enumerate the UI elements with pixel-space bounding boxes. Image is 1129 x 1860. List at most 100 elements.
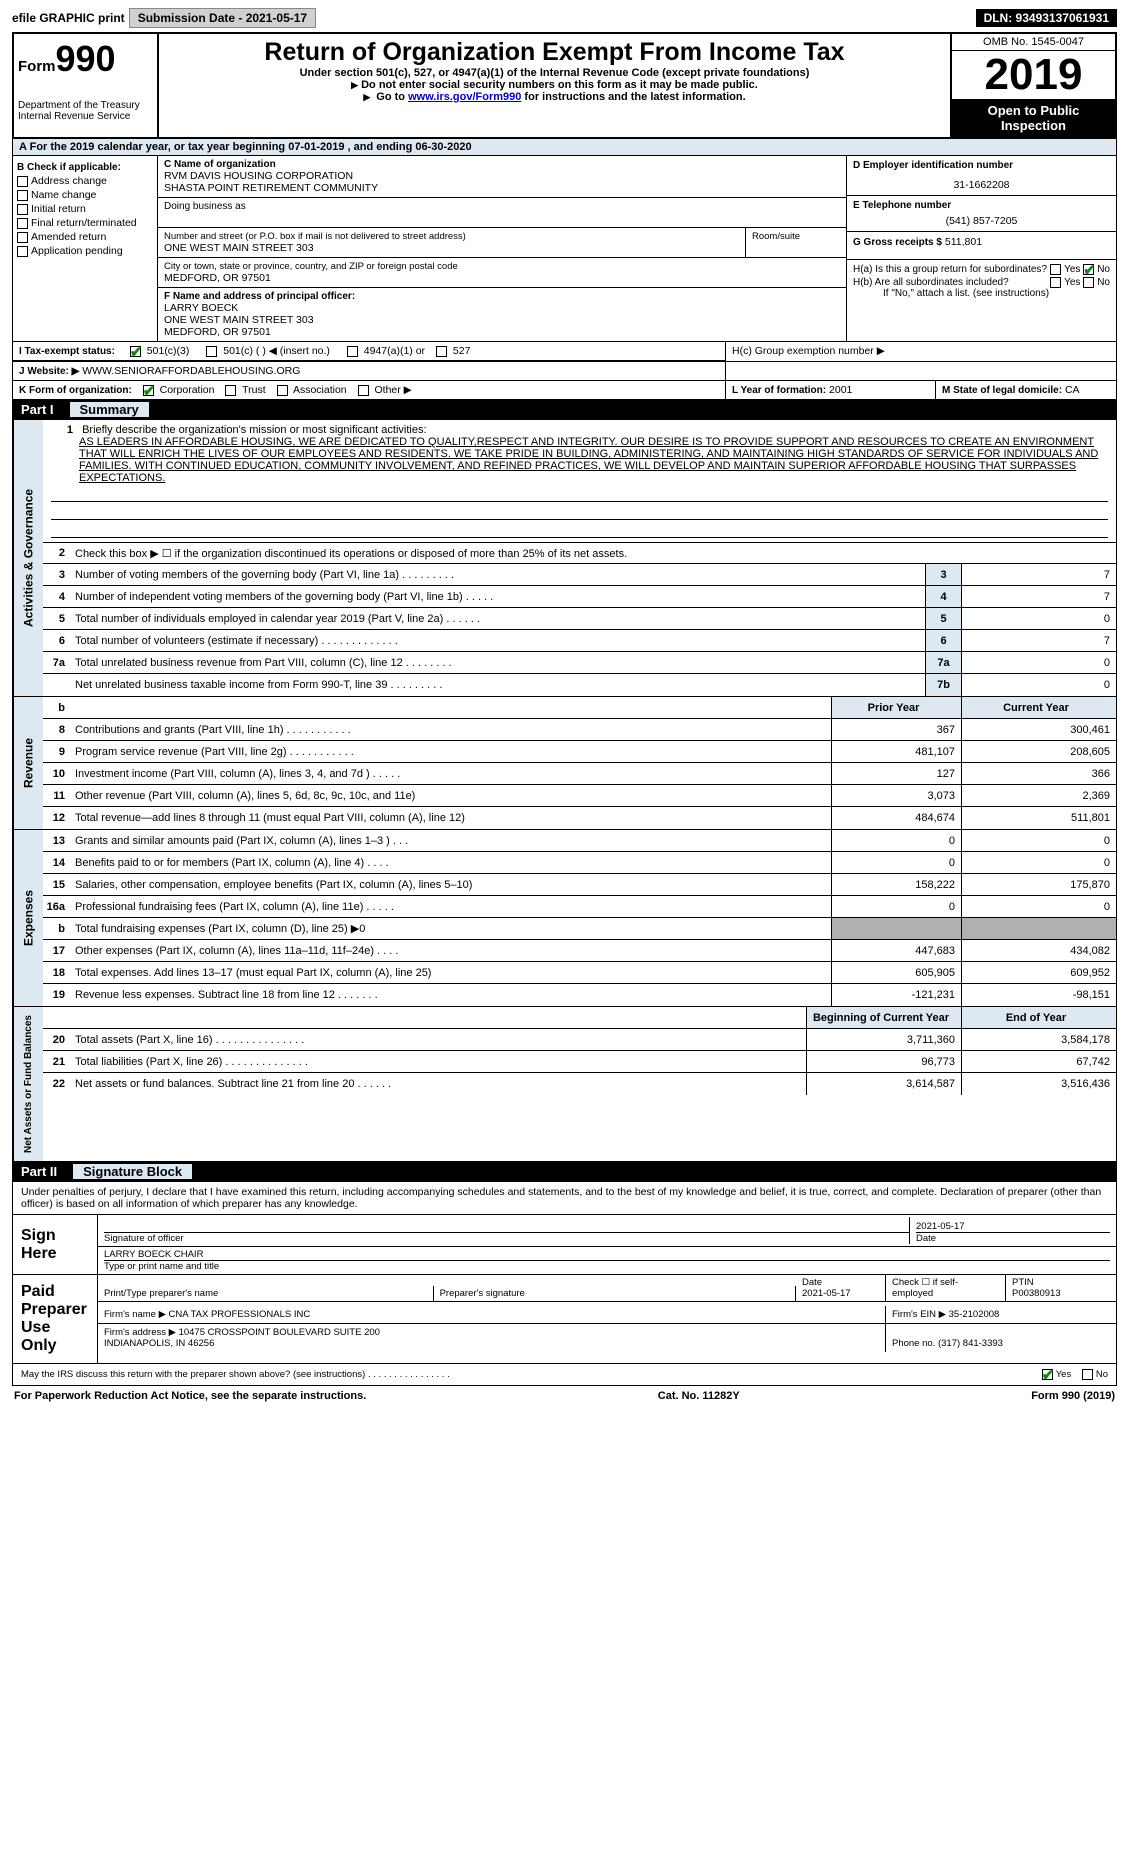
address-change-checkbox[interactable] <box>17 176 28 187</box>
net-assets-tab: Net Assets or Fund Balances <box>13 1007 43 1161</box>
sig-date: 2021-05-17 <box>916 1221 1110 1233</box>
revenue-section: Revenue bPrior YearCurrent Year 8Contrib… <box>12 697 1117 830</box>
tax-year: 2019 <box>952 51 1115 99</box>
assoc-checkbox[interactable] <box>277 385 288 396</box>
table-row: 4Number of independent voting members of… <box>43 586 1116 608</box>
paid-preparer-label: PaidPreparerUse Only <box>13 1275 98 1363</box>
table-row: 7aTotal unrelated business revenue from … <box>43 652 1116 674</box>
discuss-yes-checkbox[interactable] <box>1042 1369 1053 1380</box>
part-i-bar: Part ISummary <box>12 400 1117 420</box>
submission-date-button[interactable]: Submission Date - 2021-05-17 <box>129 8 316 28</box>
table-row: 6Total number of volunteers (estimate if… <box>43 630 1116 652</box>
ha-yes-checkbox[interactable] <box>1050 264 1061 275</box>
row-k-l-m: K Form of organization: Corporation Trus… <box>12 381 1117 400</box>
website-value: WWW.SENIORAFFORDABLEHOUSING.ORG <box>82 365 300 377</box>
perjury-statement: Under penalties of perjury, I declare th… <box>13 1182 1116 1214</box>
irs-link[interactable]: www.irs.gov/Form990 <box>408 91 521 103</box>
omb-number: OMB No. 1545-0047 <box>952 34 1115 51</box>
officer-name-title: LARRY BOECK CHAIR <box>104 1249 1110 1261</box>
officer-name: LARRY BOECK <box>164 302 840 314</box>
section-b: B Check if applicable: Address change Na… <box>13 156 158 341</box>
table-row: 5Total number of individuals employed in… <box>43 608 1116 630</box>
section-a: A For the 2019 calendar year, or tax yea… <box>12 139 1117 156</box>
501c3-checkbox[interactable] <box>130 346 141 357</box>
officer-city: MEDFORD, OR 97501 <box>164 326 840 338</box>
state-domicile: CA <box>1065 384 1080 396</box>
year-formation: 2001 <box>829 384 852 396</box>
revenue-tab: Revenue <box>13 697 43 829</box>
table-row: 11Other revenue (Part VIII, column (A), … <box>43 785 1116 807</box>
table-row: 15Salaries, other compensation, employee… <box>43 874 1116 896</box>
dln-label: DLN: 93493137061931 <box>976 9 1117 27</box>
527-checkbox[interactable] <box>436 346 447 357</box>
form-title: Return of Organization Exempt From Incom… <box>163 38 946 67</box>
table-row: 13Grants and similar amounts paid (Part … <box>43 830 1116 852</box>
section-c: C Name of organization RVM DAVIS HOUSING… <box>158 156 846 341</box>
subtitle-1: Under section 501(c), 527, or 4947(a)(1)… <box>163 67 946 79</box>
org-name-1: RVM DAVIS HOUSING CORPORATION <box>164 170 840 182</box>
amended-return-checkbox[interactable] <box>17 232 28 243</box>
sign-here-label: SignHere <box>13 1215 98 1274</box>
table-row: 17Other expenses (Part IX, column (A), l… <box>43 940 1116 962</box>
initial-return-checkbox[interactable] <box>17 204 28 215</box>
table-row: 19Revenue less expenses. Subtract line 1… <box>43 984 1116 1006</box>
dept-label: Department of the Treasury Internal Reve… <box>18 100 153 122</box>
expenses-section: Expenses 13Grants and similar amounts pa… <box>12 830 1117 1007</box>
open-public: Open to Public Inspection <box>952 99 1115 137</box>
gross-receipts-value: 511,801 <box>945 236 982 248</box>
city-state-zip: MEDFORD, OR 97501 <box>164 272 840 284</box>
phone-value: (541) 857-7205 <box>853 215 1110 227</box>
501c-checkbox[interactable] <box>206 346 217 357</box>
form-number: 990 <box>56 38 116 79</box>
trust-checkbox[interactable] <box>225 385 236 396</box>
table-row: 22Net assets or fund balances. Subtract … <box>43 1073 1116 1095</box>
app-pending-checkbox[interactable] <box>17 246 28 257</box>
mission-prompt: Briefly describe the organization's miss… <box>82 424 426 436</box>
table-row: 16aProfessional fundraising fees (Part I… <box>43 896 1116 918</box>
activities-tab: Activities & Governance <box>13 420 43 696</box>
ein-value: 31-1662208 <box>853 179 1110 191</box>
part-ii-bar: Part IISignature Block <box>12 1162 1117 1182</box>
section-d-g: D Employer identification number 31-1662… <box>846 156 1116 341</box>
other-checkbox[interactable] <box>358 385 369 396</box>
hb-yes-checkbox[interactable] <box>1050 277 1061 288</box>
table-row: bTotal fundraising expenses (Part IX, co… <box>43 918 1116 940</box>
hc-label: H(c) Group exemption number ▶ <box>732 345 1110 357</box>
subtitle-3: Go to www.irs.gov/Form990 for instructio… <box>163 91 946 103</box>
main-info-block: B Check if applicable: Address change Na… <box>12 156 1117 342</box>
ha-no-checkbox[interactable] <box>1083 264 1094 275</box>
table-row: 10Investment income (Part VIII, column (… <box>43 763 1116 785</box>
corp-checkbox[interactable] <box>143 385 154 396</box>
firm-name: CNA TAX PROFESSIONALS INC <box>169 1309 311 1320</box>
final-return-checkbox[interactable] <box>17 218 28 229</box>
discuss-no-checkbox[interactable] <box>1082 1369 1093 1380</box>
firm-ein: 35-2102008 <box>949 1309 1000 1320</box>
table-row: 21Total liabilities (Part X, line 26) . … <box>43 1051 1116 1073</box>
ptin-value: P00380913 <box>1012 1288 1061 1299</box>
discuss-question: May the IRS discuss this return with the… <box>21 1369 1042 1380</box>
page-footer: For Paperwork Reduction Act Notice, see … <box>12 1386 1117 1406</box>
efile-label: efile GRAPHIC print <box>12 11 125 25</box>
top-toolbar: efile GRAPHIC print Submission Date - 20… <box>12 8 1117 28</box>
subtitle-2: Do not enter social security numbers on … <box>163 79 946 91</box>
table-row: 14Benefits paid to or for members (Part … <box>43 852 1116 874</box>
officer-street: ONE WEST MAIN STREET 303 <box>164 314 840 326</box>
table-row: 20Total assets (Part X, line 16) . . . .… <box>43 1029 1116 1051</box>
org-name-2: SHASTA POINT RETIREMENT COMMUNITY <box>164 182 840 194</box>
row-i-j: I Tax-exempt status: 501(c)(3) 501(c) ( … <box>12 342 1117 362</box>
hb-no-checkbox[interactable] <box>1083 277 1094 288</box>
table-row: Net unrelated business taxable income fr… <box>43 674 1116 696</box>
activities-governance: Activities & Governance 1 Briefly descri… <box>12 420 1117 697</box>
form-word: Form <box>18 58 56 75</box>
name-change-checkbox[interactable] <box>17 190 28 201</box>
form-header: Form990 Department of the Treasury Inter… <box>12 32 1117 139</box>
signature-block: Under penalties of perjury, I declare th… <box>12 1182 1117 1386</box>
firm-phone: (317) 841-3393 <box>938 1338 1003 1349</box>
table-row: 8Contributions and grants (Part VIII, li… <box>43 719 1116 741</box>
4947-checkbox[interactable] <box>347 346 358 357</box>
table-row: 18Total expenses. Add lines 13–17 (must … <box>43 962 1116 984</box>
expenses-tab: Expenses <box>13 830 43 1006</box>
mission-text: AS LEADERS IN AFFORDABLE HOUSING, WE ARE… <box>79 436 1108 484</box>
line-2: Check this box ▶ ☐ if the organization d… <box>71 545 1116 562</box>
net-assets-section: Net Assets or Fund Balances Beginning of… <box>12 1007 1117 1162</box>
